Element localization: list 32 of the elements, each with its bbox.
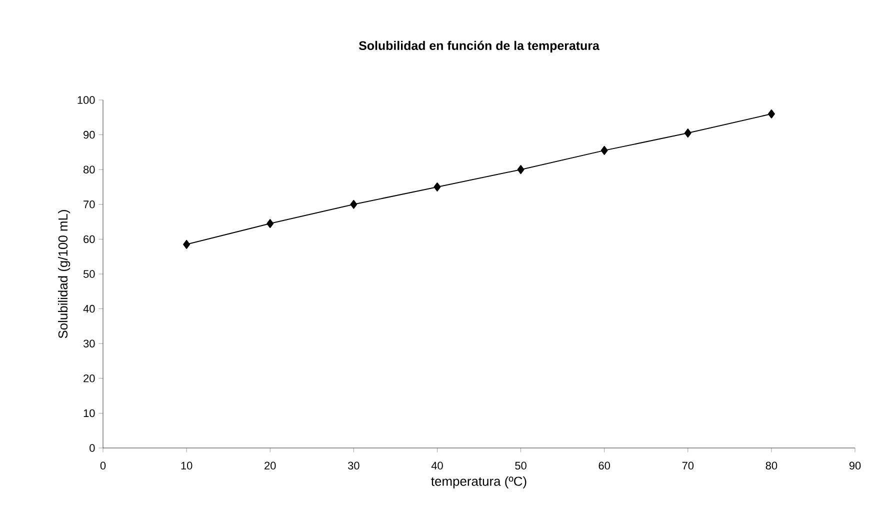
y-tick-label: 70: [84, 200, 95, 208]
point: [768, 109, 775, 118]
y-tick-label: 80: [84, 166, 95, 174]
point: [684, 128, 692, 138]
y-tick-label: 0: [90, 444, 95, 452]
y-tick-label: 10: [84, 409, 95, 418]
x-tick-label: 30: [348, 462, 360, 470]
point: [434, 182, 441, 192]
chart-title: Solubilidad en función de la temperatura: [358, 40, 600, 52]
point: [183, 240, 190, 249]
x-tick-label: 50: [515, 462, 526, 470]
y-tick-label: 100: [78, 96, 95, 104]
y-tick-label: 50: [83, 270, 95, 278]
x-tick-label: 90: [849, 462, 861, 470]
x-tick-label: 60: [598, 462, 610, 470]
x-tick-label: 20: [264, 462, 276, 470]
x-tick-label: 80: [766, 462, 778, 470]
point: [266, 219, 274, 228]
y-axis-title: Solubilidad (g/100 mL): [58, 210, 70, 338]
y-tick-label: 20: [84, 374, 95, 382]
x-axis-title: temperatura (ºC): [431, 476, 526, 488]
point: [600, 146, 608, 155]
point: [350, 200, 358, 209]
y-tick-label: 60: [84, 235, 95, 244]
y-tick-label: 40: [83, 304, 95, 313]
y-tick-label: 90: [84, 130, 95, 139]
point: [517, 165, 524, 174]
y-tick-label: 30: [83, 340, 95, 348]
x-tick-label: 40: [431, 462, 443, 470]
x-tick-label: 70: [682, 462, 694, 470]
x-tick-label: 0: [100, 462, 106, 470]
x-tick-label: 10: [181, 462, 192, 470]
